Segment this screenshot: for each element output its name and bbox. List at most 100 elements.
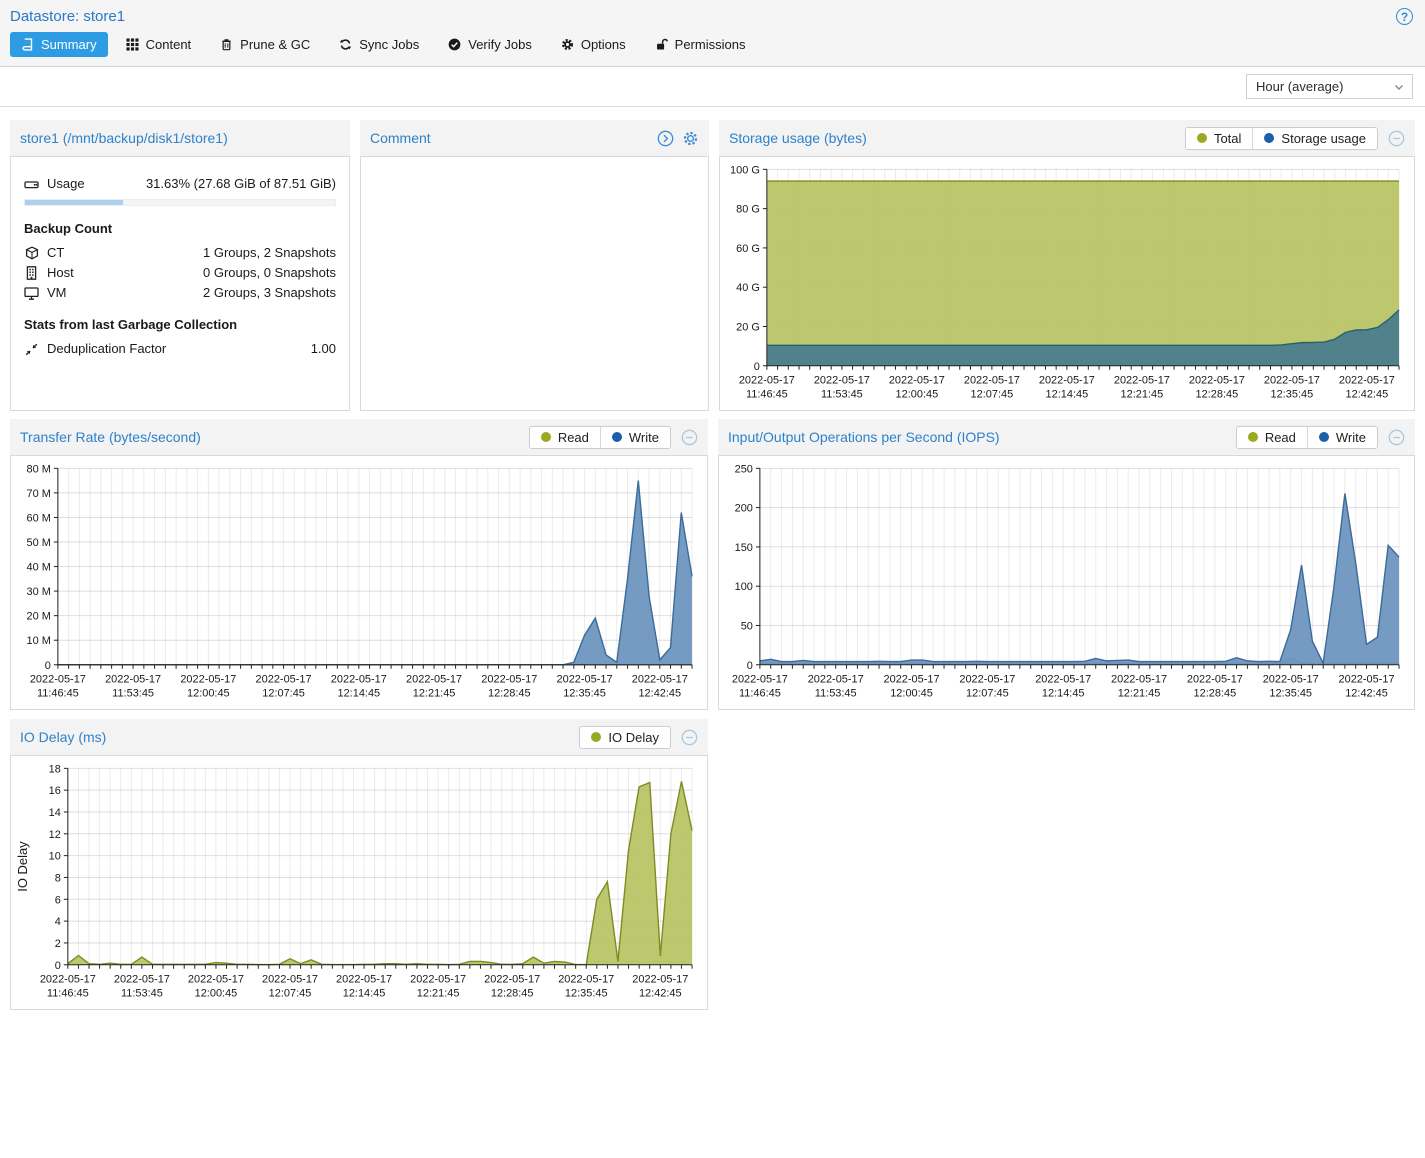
svg-text:50 M: 50 M	[27, 537, 51, 549]
svg-text:2022-05-17: 2022-05-17	[180, 674, 236, 686]
svg-text:2022-05-17: 2022-05-17	[1114, 375, 1170, 387]
svg-text:40 G: 40 G	[736, 282, 760, 294]
cube-icon	[24, 246, 39, 260]
svg-text:2022-05-17: 2022-05-17	[40, 974, 96, 986]
building-icon	[24, 266, 39, 280]
tab-content[interactable]: Content	[115, 32, 203, 57]
gc-stats-heading: Stats from last Garbage Collection	[24, 317, 238, 332]
vm-value: 2 Groups, 3 Snapshots	[203, 285, 336, 300]
legend-label: Read	[1264, 429, 1296, 445]
collapse-icon[interactable]	[681, 729, 698, 746]
svg-text:12:35:45: 12:35:45	[565, 988, 608, 1000]
svg-text:2022-05-17: 2022-05-17	[262, 974, 318, 986]
compress-icon	[24, 343, 39, 356]
ct-value: 1 Groups, 2 Snapshots	[203, 245, 336, 260]
svg-text:12: 12	[49, 829, 61, 841]
svg-text:30 M: 30 M	[27, 586, 51, 598]
svg-text:12:21:45: 12:21:45	[1118, 688, 1161, 700]
svg-text:50: 50	[741, 620, 753, 632]
legend-storage-usage[interactable]: Storage usage	[1252, 127, 1377, 149]
svg-text:150: 150	[735, 542, 753, 554]
help-icon[interactable]: ?	[1396, 8, 1413, 25]
legend-dot	[1247, 432, 1258, 442]
svg-text:60 G: 60 G	[736, 243, 760, 255]
dedup-value: 1.00	[310, 341, 336, 356]
svg-text:0: 0	[747, 660, 753, 672]
svg-text:2022-05-17: 2022-05-17	[814, 375, 870, 387]
legend-read[interactable]: Read	[1237, 427, 1307, 448]
svg-text:80 G: 80 G	[736, 204, 760, 216]
svg-text:40 M: 40 M	[27, 562, 51, 574]
svg-text:12:00:45: 12:00:45	[890, 688, 933, 700]
collapse-icon[interactable]	[681, 429, 698, 446]
grid-icon	[126, 38, 139, 51]
host-value: 0 Groups, 0 Snapshots	[203, 265, 336, 280]
svg-text:2022-05-17: 2022-05-17	[188, 974, 244, 986]
svg-text:11:53:45: 11:53:45	[815, 688, 857, 700]
svg-text:2022-05-17: 2022-05-17	[484, 974, 540, 986]
legend-dot	[591, 732, 602, 742]
tab-prune-gc[interactable]: Prune & GC	[209, 32, 321, 57]
svg-text:12:21:45: 12:21:45	[1121, 389, 1164, 401]
svg-text:2022-05-17: 2022-05-17	[336, 974, 392, 986]
tab-label: Verify Jobs	[468, 37, 532, 52]
svg-text:2022-05-17: 2022-05-17	[557, 674, 613, 686]
legend-dot	[1318, 432, 1329, 442]
svg-text:2022-05-17: 2022-05-17	[884, 674, 940, 686]
collapse-icon[interactable]	[1388, 429, 1405, 446]
page-title: Datastore: store1	[10, 8, 126, 25]
gear-icon[interactable]	[682, 130, 699, 147]
svg-text:2022-05-17: 2022-05-17	[331, 674, 387, 686]
svg-text:0: 0	[55, 960, 61, 972]
usage-progress-bar	[24, 199, 336, 206]
tab-verify-jobs[interactable]: Verify Jobs	[437, 32, 543, 57]
svg-text:12:07:45: 12:07:45	[262, 688, 305, 700]
svg-text:2022-05-17: 2022-05-17	[632, 674, 688, 686]
legend-total[interactable]: Total	[1186, 128, 1252, 149]
svg-text:12:42:45: 12:42:45	[1346, 389, 1389, 401]
svg-text:12:07:45: 12:07:45	[269, 988, 312, 1000]
svg-text:100: 100	[735, 581, 753, 593]
desktop-icon	[24, 286, 39, 300]
svg-text:2022-05-17: 2022-05-17	[1339, 674, 1395, 686]
sync-icon	[339, 38, 352, 51]
svg-text:2022-05-17: 2022-05-17	[808, 674, 864, 686]
legend-label: Write	[1335, 429, 1366, 445]
comment-body[interactable]	[360, 156, 709, 411]
tab-summary[interactable]: Summary	[10, 32, 108, 57]
svg-text:12:00:45: 12:00:45	[195, 988, 238, 1000]
svg-text:2022-05-17: 2022-05-17	[1189, 375, 1245, 387]
svg-text:IO Delay: IO Delay	[15, 841, 30, 892]
tab-label: Summary	[41, 37, 97, 52]
svg-text:6: 6	[55, 894, 61, 906]
svg-text:2022-05-17: 2022-05-17	[105, 674, 161, 686]
svg-text:2022-05-17: 2022-05-17	[1339, 375, 1395, 387]
tab-options[interactable]: Options	[550, 32, 637, 57]
svg-text:16: 16	[49, 785, 61, 797]
svg-text:2022-05-17: 2022-05-17	[1264, 375, 1320, 387]
svg-text:12:00:45: 12:00:45	[187, 688, 230, 700]
svg-text:12:28:45: 12:28:45	[491, 988, 534, 1000]
chevron-right-circle-icon[interactable]	[657, 130, 674, 147]
svg-text:12:28:45: 12:28:45	[1194, 688, 1237, 700]
svg-text:8: 8	[55, 872, 61, 884]
legend-write[interactable]: Write	[599, 426, 670, 448]
timeframe-select[interactable]: Hour (average)	[1246, 74, 1413, 99]
legend-write[interactable]: Write	[1306, 426, 1377, 448]
svg-text:12:14:45: 12:14:45	[1042, 688, 1085, 700]
legend-dot	[1196, 133, 1207, 143]
svg-text:2022-05-17: 2022-05-17	[732, 674, 788, 686]
legend-label: Storage usage	[1281, 130, 1366, 146]
vm-label: VM	[47, 285, 67, 300]
svg-text:2022-05-17: 2022-05-17	[632, 974, 688, 986]
svg-text:12:28:45: 12:28:45	[1196, 389, 1239, 401]
legend-read[interactable]: Read	[530, 427, 600, 448]
svg-text:12:42:45: 12:42:45	[1345, 688, 1388, 700]
tab-bar: Summary Content Prune & GC Sync Jobs Ver…	[0, 29, 1425, 66]
tab-permissions[interactable]: Permissions	[644, 32, 757, 57]
collapse-icon[interactable]	[1388, 130, 1405, 147]
legend-dot	[540, 432, 551, 442]
svg-text:200: 200	[735, 503, 753, 515]
tab-sync-jobs[interactable]: Sync Jobs	[328, 32, 430, 57]
legend-io-delay[interactable]: IO Delay	[580, 727, 670, 748]
